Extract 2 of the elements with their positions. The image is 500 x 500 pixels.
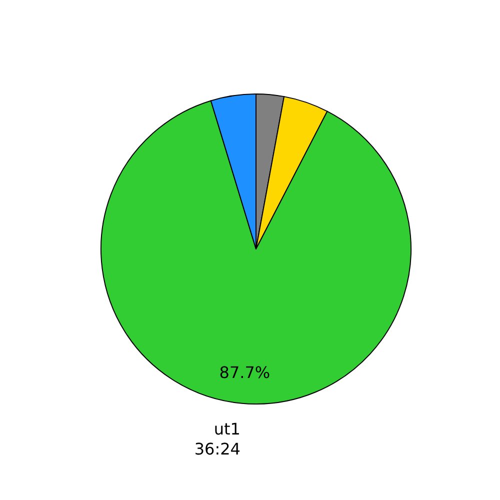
data-label: 87.7% <box>219 362 270 382</box>
slice-label: ut1 36:24 <box>194 419 240 458</box>
